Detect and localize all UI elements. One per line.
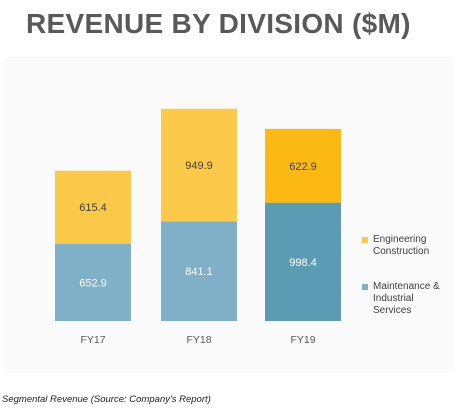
data-label-fy19-maintenance-industrial-services: 998.4 <box>289 257 317 269</box>
legend-item-maintenance-industrial-services: Maintenance & Industrial Services <box>362 281 454 317</box>
legend-swatch-engineering <box>362 237 368 243</box>
legend: Engineering Construction Maintenance & I… <box>362 234 454 340</box>
data-label-fy18-maintenance-industrial-services: 841.1 <box>185 266 213 278</box>
bar-fy17-engineering-construction <box>55 170 131 244</box>
chart-panel: 652.9 615.4 841.1 949.9 998.4 622.9 FY17 FY18 F… <box>6 58 452 371</box>
legend-item-engineering-construction: Engineering Construction <box>362 234 454 258</box>
bar-fy19-engineering-construction <box>265 128 341 203</box>
legend-swatch-maintenance <box>362 284 368 290</box>
x-tick-label-fy19: FY19 <box>290 334 315 346</box>
bar-fy18-engineering-construction <box>161 108 237 222</box>
x-axis: FY17 FY18 FY19 <box>80 334 315 346</box>
bar-fy18-maintenance-industrial-services <box>161 221 237 321</box>
x-tick-label-fy18: FY18 <box>186 334 211 346</box>
chart-title: REVENUE BY DIVISION ($M) <box>26 8 411 39</box>
legend-label-maintenance: Maintenance & Industrial Services <box>373 281 440 316</box>
data-label-fy17-maintenance-industrial-services: 652.9 <box>79 277 107 289</box>
bar-fy17-maintenance-industrial-services <box>55 243 131 321</box>
data-label-fy19-engineering-construction: 622.9 <box>289 161 317 173</box>
bar-group <box>55 108 341 321</box>
data-label-group: 652.9 615.4 841.1 949.9 998.4 622.9 <box>79 160 317 289</box>
data-label-fy17-engineering-construction: 615.4 <box>79 202 107 214</box>
x-tick-label-fy17: FY17 <box>80 334 105 346</box>
data-label-fy18-engineering-construction: 949.9 <box>185 160 213 172</box>
figure-caption: Segmental Revenue (Source: Company's Rep… <box>2 394 211 405</box>
legend-label-engineering: Engineering Construction <box>373 234 430 257</box>
bar-fy19-maintenance-industrial-services <box>265 202 341 321</box>
